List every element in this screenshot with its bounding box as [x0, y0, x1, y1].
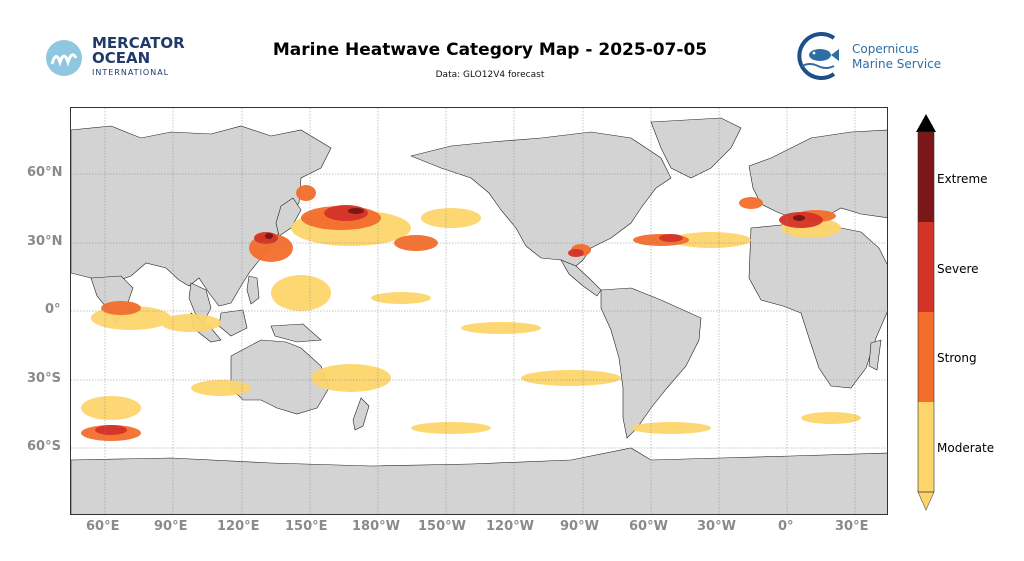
colorbar-strong	[918, 312, 934, 402]
lon-label-60e: 60°E	[86, 519, 120, 534]
severe-patches	[95, 205, 823, 435]
lon-label-90w: 90°W	[560, 519, 599, 534]
philippines-landmass	[246, 275, 260, 305]
europe-landmass	[748, 129, 887, 227]
heatwave-patches	[81, 185, 861, 441]
copernicus-line1: Copernicus	[852, 42, 919, 56]
colorbar-severe	[918, 222, 934, 312]
borneo-landmass	[218, 309, 248, 337]
heatwave-map	[70, 107, 888, 515]
australia-landmass	[230, 339, 330, 415]
lat-label-30n: 30°N	[27, 234, 63, 249]
north-america-landmass	[410, 131, 672, 267]
new-zealand-landmass	[352, 397, 370, 431]
colorbar-moderate	[918, 402, 934, 492]
legend-extreme: Extreme	[937, 172, 988, 186]
mercator-line1: MERCATOR	[92, 34, 185, 52]
mercator-logo-icon	[46, 40, 82, 76]
lon-label-30w: 30°W	[697, 519, 736, 534]
colorbar-bottom-arrow	[917, 491, 935, 511]
lon-label-90e: 90°E	[154, 519, 188, 534]
lon-label-30e: 30°E	[835, 519, 869, 534]
mercator-line2: OCEAN	[92, 49, 151, 67]
map-title: Marine Heatwave Category Map - 2025-07-0…	[272, 40, 708, 60]
lat-label-30s: 30°S	[27, 371, 61, 386]
copernicus-wordmark: Copernicus Marine Service	[852, 42, 941, 72]
lon-label-150e: 150°E	[285, 519, 328, 534]
madagascar-landmass	[868, 339, 882, 371]
greenland-landmass	[650, 117, 742, 179]
lon-label-0: 0°	[778, 519, 794, 534]
lat-label-60n: 60°N	[27, 165, 63, 180]
gridlines	[71, 108, 887, 514]
lat-label-0: 0°	[45, 302, 61, 317]
legend-moderate: Moderate	[937, 441, 995, 455]
lon-label-150w: 150°W	[418, 519, 466, 534]
africa-landmass	[748, 223, 887, 389]
colorbar-extreme	[918, 132, 934, 222]
lon-label-120e: 120°E	[217, 519, 260, 534]
asia-landmass	[71, 125, 332, 307]
lon-label-120w: 120°W	[486, 519, 534, 534]
colorbar-top-arrow	[916, 114, 936, 132]
extreme-patches	[265, 208, 805, 239]
mercator-wordmark: MERCATOR OCEAN	[92, 36, 185, 66]
new-guinea-landmass	[270, 323, 322, 343]
copernicus-fish-icon	[797, 32, 839, 80]
lat-label-60s: 60°S	[27, 439, 61, 454]
map-subtitle: Data: GLO12V4 forecast	[435, 70, 545, 80]
legend-strong: Strong	[937, 351, 977, 365]
central-america-landmass	[560, 259, 602, 297]
lon-label-180w: 180°W	[352, 519, 400, 534]
legend-severe: Severe	[937, 262, 979, 276]
copernicus-marine-logo: Copernicus Marine Service	[790, 28, 950, 84]
colorbar	[916, 114, 936, 511]
map-canvas	[71, 108, 887, 514]
antarctica-landmass	[71, 447, 887, 514]
lon-label-60w: 60°W	[629, 519, 668, 534]
copernicus-line2: Marine Service	[852, 57, 942, 71]
mercator-line3: INTERNATIONAL	[92, 68, 170, 77]
mercator-ocean-logo: MERCATOR OCEAN INTERNATIONAL	[44, 34, 204, 84]
